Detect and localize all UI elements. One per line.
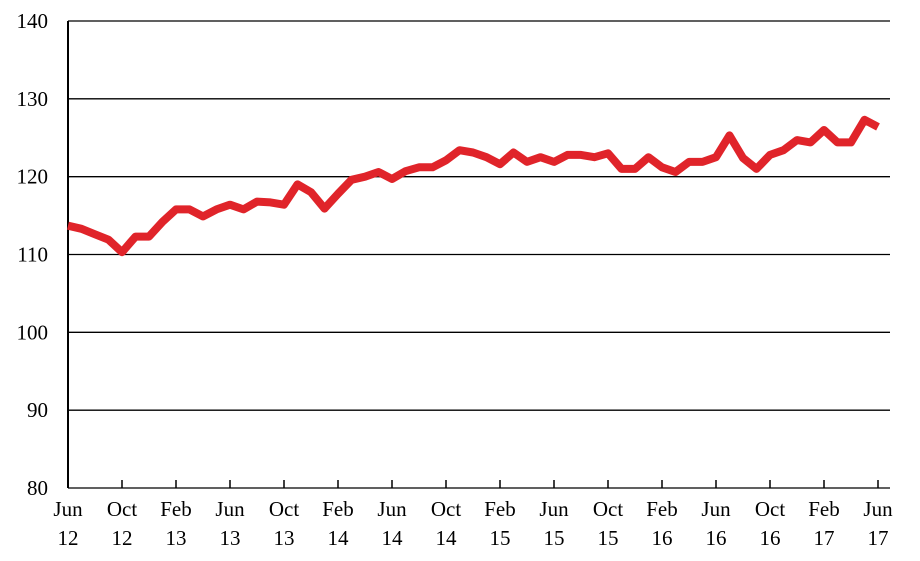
x-tick-month: Jun — [377, 497, 407, 521]
x-tick-year: 15 — [544, 526, 565, 550]
x-axis-tick-marks — [67, 480, 879, 488]
y-tick-label: 120 — [17, 165, 49, 189]
x-tick-label: Jun 12 — [53, 497, 83, 550]
series-line-0 — [67, 115, 880, 257]
series-group — [67, 115, 880, 257]
x-tick-month: Jun — [539, 497, 569, 521]
x-tick-month: Oct — [269, 497, 299, 521]
x-tick-year: 15 — [490, 526, 511, 550]
x-tick-month: Feb — [646, 497, 678, 521]
x-tick-label: Oct 12 — [107, 497, 137, 550]
x-tick-month: Feb — [322, 497, 354, 521]
x-tick-year: 14 — [436, 526, 458, 550]
x-tick-year: 13 — [166, 526, 187, 550]
x-tick-year: 17 — [814, 526, 835, 550]
x-tick-label: Feb 13 — [160, 497, 192, 550]
y-tick-label: 90 — [27, 398, 48, 422]
x-tick-year: 14 — [328, 526, 350, 550]
y-tick-label: 100 — [17, 320, 49, 344]
x-tick-year: 15 — [598, 526, 619, 550]
x-tick-label: Jun 17 — [863, 497, 893, 550]
x-tick-label: Feb 15 — [484, 497, 516, 550]
x-tick-month: Oct — [107, 497, 137, 521]
x-tick-year: 13 — [220, 526, 241, 550]
y-tick-label: 80 — [27, 476, 48, 500]
x-tick-month: Oct — [593, 497, 623, 521]
y-tick-label: 110 — [17, 243, 48, 267]
x-tick-year: 12 — [58, 526, 79, 550]
x-tick-label: Jun 13 — [215, 497, 245, 550]
x-tick-year: 17 — [868, 526, 889, 550]
x-tick-label: Jun 16 — [701, 497, 731, 550]
x-tick-year: 12 — [112, 526, 133, 550]
x-tick-month: Feb — [484, 497, 516, 521]
x-tick-month: Jun — [215, 497, 245, 521]
x-tick-year: 14 — [382, 526, 404, 550]
x-axis-tick-labels: Jun 12 Oct 12 Feb 13 Jun 13 Oct 13 Feb 14 Jun 14 Oct 14… — [53, 497, 893, 550]
x-tick-month: Oct — [431, 497, 461, 521]
x-tick-year: 16 — [652, 526, 673, 550]
y-tick-label: 140 — [17, 9, 49, 33]
x-tick-year: 13 — [274, 526, 295, 550]
x-tick-label: Oct 16 — [755, 497, 785, 550]
x-tick-year: 16 — [706, 526, 727, 550]
gridlines — [68, 20, 890, 489]
x-tick-label: Oct 15 — [593, 497, 623, 550]
x-tick-month: Oct — [755, 497, 785, 521]
x-tick-label: Feb 16 — [646, 497, 678, 550]
x-tick-label: Jun 15 — [539, 497, 569, 550]
x-tick-label: Feb 14 — [322, 497, 354, 550]
x-tick-year: 16 — [760, 526, 781, 550]
x-tick-label: Oct 13 — [269, 497, 299, 550]
x-tick-month: Jun — [701, 497, 731, 521]
x-tick-month: Feb — [808, 497, 840, 521]
y-tick-label: 130 — [17, 87, 49, 111]
x-tick-label: Jun 14 — [377, 497, 407, 550]
x-tick-label: Oct 14 — [431, 497, 461, 550]
x-tick-month: Jun — [53, 497, 83, 521]
x-tick-month: Jun — [863, 497, 893, 521]
y-axis-tick-labels: 80 90 100 110 120 130 140 — [17, 9, 49, 500]
x-tick-month: Feb — [160, 497, 192, 521]
x-tick-label: Feb 17 — [808, 497, 840, 550]
